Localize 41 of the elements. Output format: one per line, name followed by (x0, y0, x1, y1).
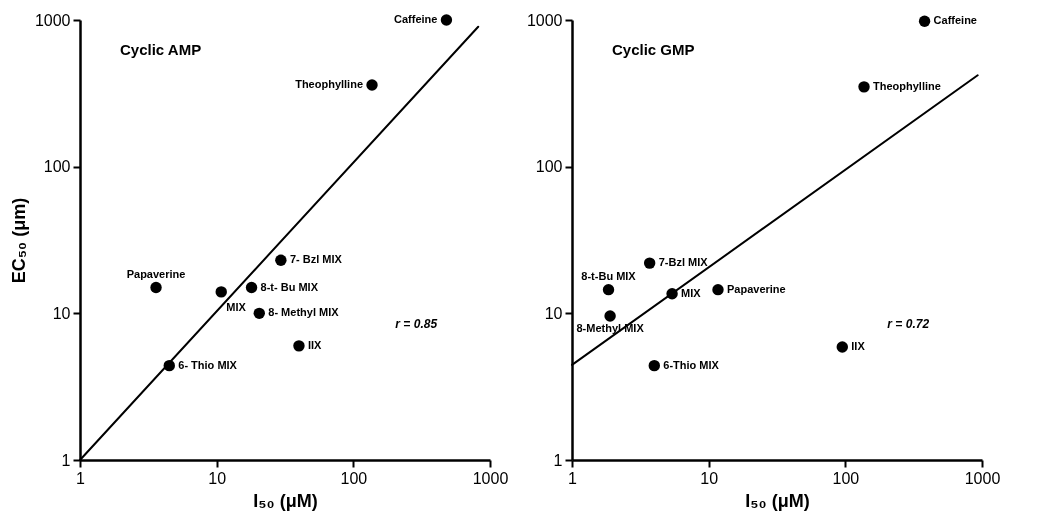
text: Cyclic GMP (612, 41, 695, 58)
y-tick-label: 100 (535, 158, 563, 176)
series-label: 8-t-Bu MIX (581, 269, 637, 282)
series-label: IIX (851, 339, 866, 352)
series-label: IIX (307, 338, 323, 351)
series-label: 8-Methyl MIX (576, 321, 645, 334)
x-tick-label: 1 (76, 469, 86, 487)
annotation: r = 0.72 (887, 316, 930, 331)
series-label: 6-Thio MIX (663, 358, 720, 371)
series-label: 8- Methyl MIX (268, 306, 340, 319)
annotation: r = 0.85 (395, 316, 438, 331)
y-tick-label: 1000 (526, 11, 563, 29)
series-label: 8-t- Bu MIX (260, 280, 319, 293)
x-tick-label: 10 (700, 469, 719, 487)
text: Cyclic AMP (120, 41, 202, 58)
series-label: MIX (226, 300, 247, 313)
y-tick-label: 1 (61, 451, 71, 469)
x-axis-title: I₅₀ (μM) (745, 490, 810, 511)
y-tick-label: 1000 (34, 11, 71, 29)
series-label: Caffeine (933, 14, 977, 27)
x-tick-label: 10 (208, 469, 227, 487)
y-axis-title: EC₅₀ (μm) (8, 197, 29, 284)
y-tick-label: 10 (52, 304, 71, 322)
y-tick-label: 1 (553, 451, 563, 469)
x-tick-label: 1000 (472, 469, 509, 487)
series-label: 7-Bzl MIX (658, 256, 709, 269)
x-axis-title: I₅₀ (μM) (253, 490, 318, 511)
series-label: MIX (681, 286, 702, 299)
y-tick-label: 100 (43, 158, 71, 176)
series-label: Theophylline (295, 78, 364, 91)
x-tick-label: 100 (832, 469, 860, 487)
x-tick-label: 1000 (964, 469, 1001, 487)
series-label: 6- Thio MIX (178, 358, 238, 371)
series-label: Theophylline (873, 79, 941, 92)
y-tick-label: 10 (544, 304, 563, 322)
series-label: 7- Bzl MIX (289, 253, 343, 266)
series-label: Papaverine (726, 282, 786, 295)
series-label: Caffeine (394, 13, 438, 25)
x-tick-label: 1 (568, 469, 578, 487)
x-tick-label: 100 (340, 469, 368, 487)
series-label: Papaverine (126, 267, 186, 280)
